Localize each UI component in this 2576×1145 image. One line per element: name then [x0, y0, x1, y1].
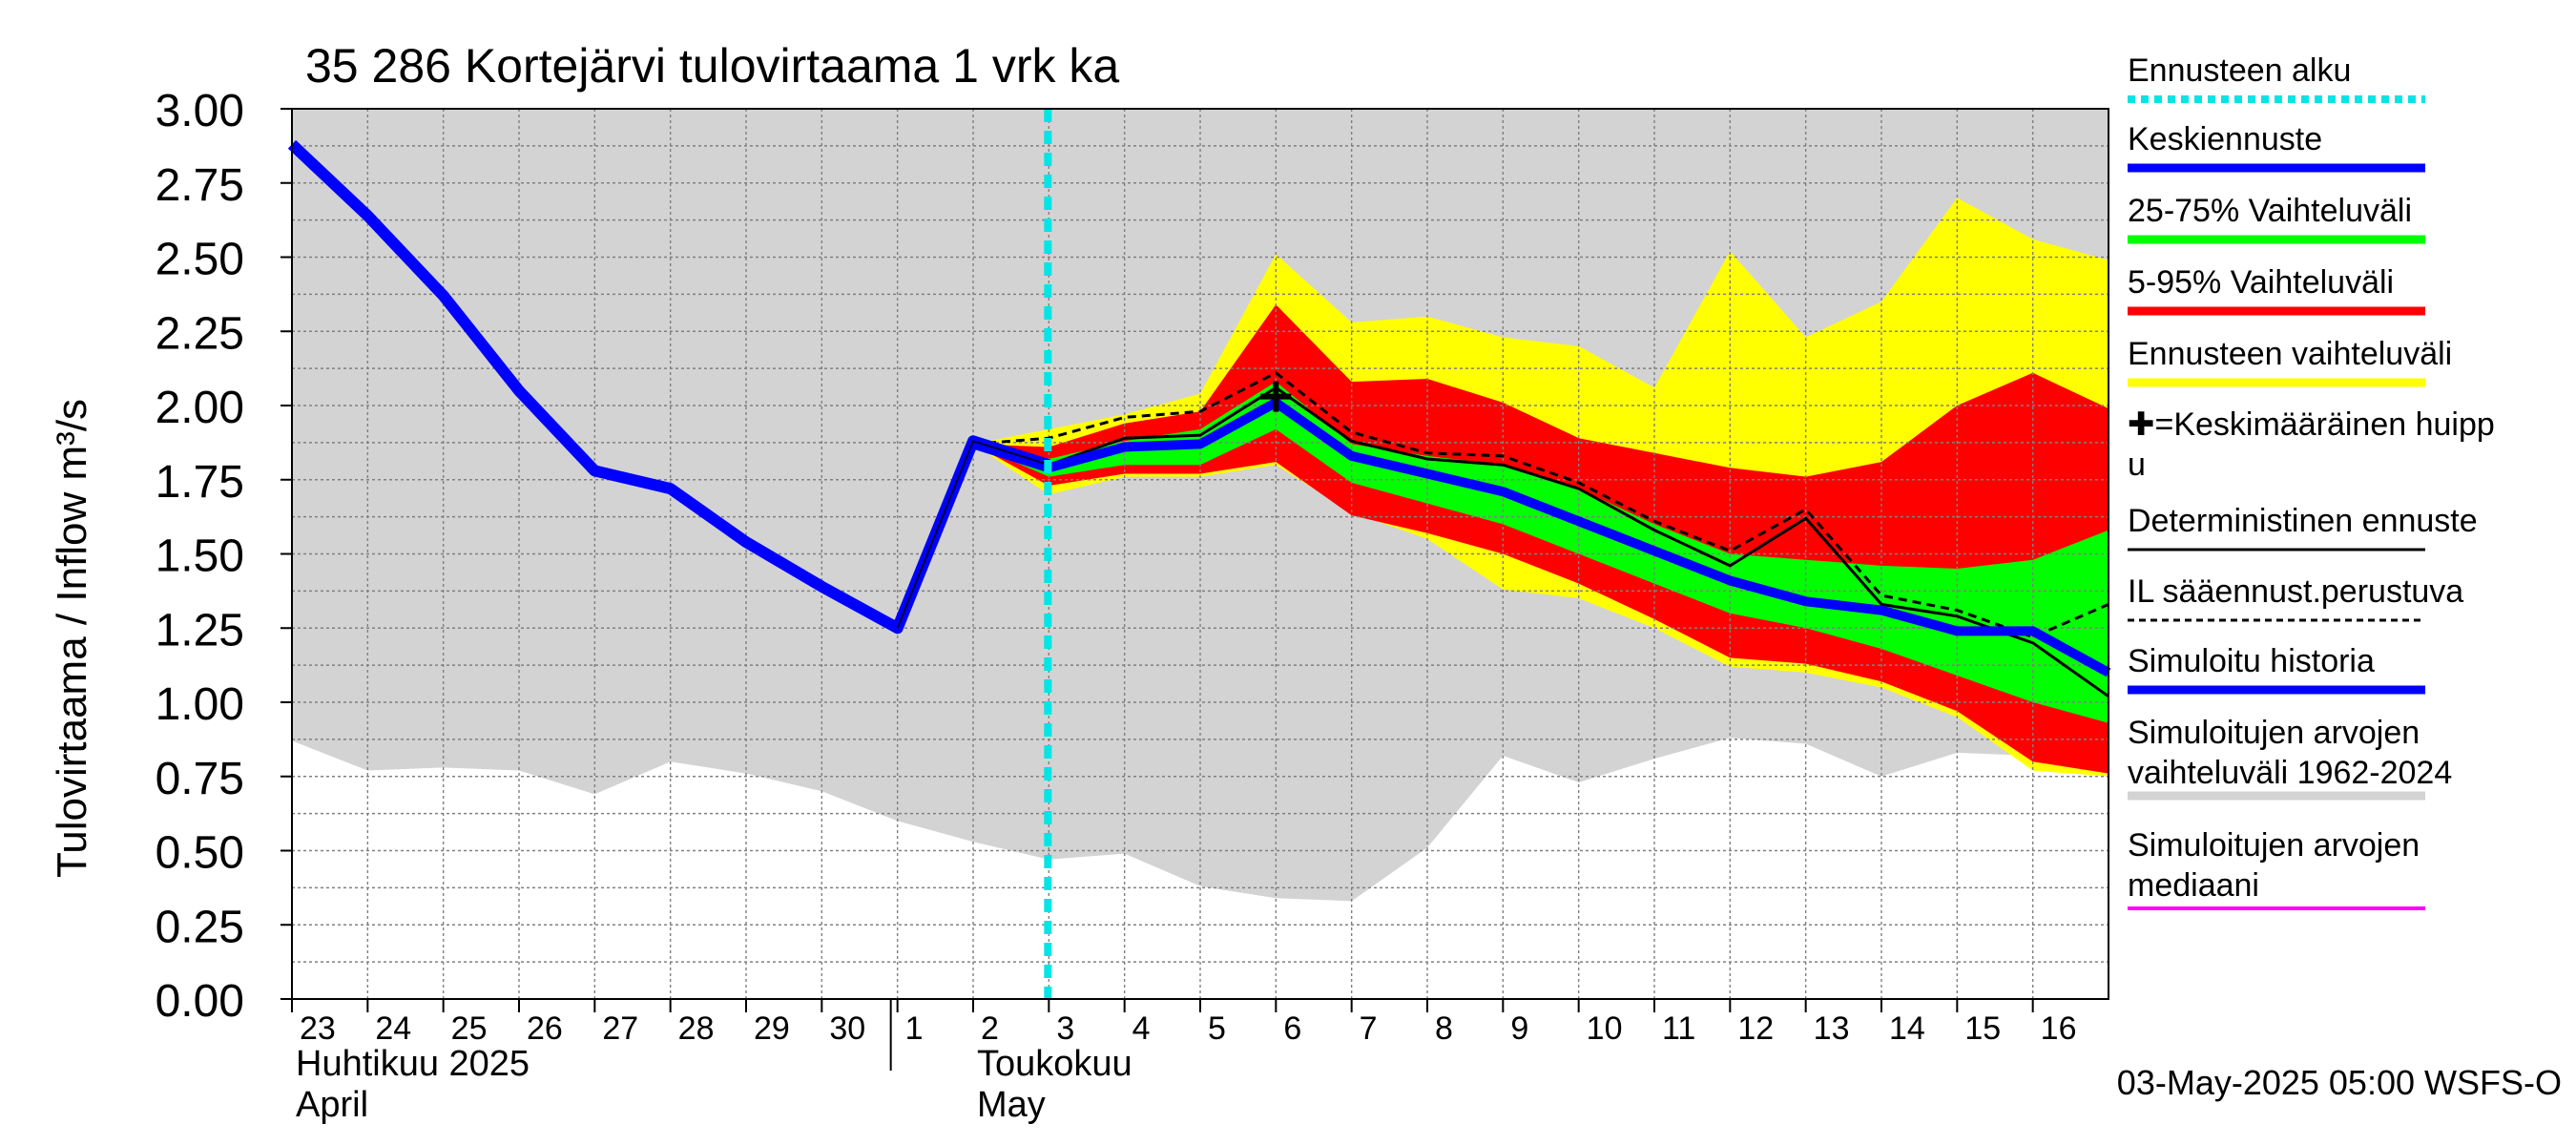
- x-tick-label: 3: [1056, 1010, 1074, 1047]
- legend-label: Simuloitujen arvojen: [2128, 715, 2420, 751]
- deterministic-forecast-line: [972, 385, 2109, 698]
- legend-label-line2: vaihteluväli 1962-2024: [2128, 755, 2452, 791]
- legend-label-line2: mediaani: [2128, 867, 2259, 904]
- x-tick-label: 27: [602, 1010, 638, 1047]
- x-tick-label: 7: [1360, 1010, 1378, 1047]
- x-tick-label: 26: [527, 1010, 563, 1047]
- legend-label-line2: u: [2128, 447, 2146, 483]
- y-tick-label: 2.25: [156, 308, 244, 359]
- legend-label: Keskiennuste: [2128, 121, 2322, 157]
- x-tick-label: 1: [905, 1010, 924, 1047]
- month-label-fi: Toukokuu: [977, 1044, 1132, 1084]
- month-label-en: May: [977, 1085, 1046, 1125]
- legend-label: Simuloitujen arvojen: [2128, 827, 2420, 864]
- x-tick-label: 10: [1587, 1010, 1623, 1047]
- y-tick-label: 1.50: [156, 531, 244, 582]
- y-axis-label: Tulovirtaama / Inflow m³/s: [49, 399, 95, 878]
- x-tick-label: 6: [1283, 1010, 1301, 1047]
- footer-timestamp: 03-May-2025 05:00 WSFS-O: [2117, 1063, 2562, 1102]
- x-tick-label: 12: [1737, 1010, 1774, 1047]
- y-tick-label: 2.75: [156, 160, 244, 211]
- x-tick-label: 13: [1814, 1010, 1850, 1047]
- chart-title: 35 286 Kortejärvi tulovirtaama 1 vrk ka: [305, 39, 1119, 93]
- x-tick-label: 11: [1662, 1010, 1695, 1047]
- legend-label: Simuloitu historia: [2128, 643, 2375, 679]
- plot-area: 0.00 0.25 0.50 0.75 1.00 1.25 1.50 1.75 2.00 2.25…: [156, 86, 2111, 1125]
- legend-label: IL sääennust.perustuva: [2128, 573, 2463, 610]
- x-tick-label: 15: [1964, 1010, 2001, 1047]
- x-tick-label: 4: [1132, 1010, 1151, 1047]
- history-overlay-line: [896, 440, 1049, 629]
- x-tick-label: 8: [1435, 1010, 1453, 1047]
- x-tick-label: 5: [1208, 1010, 1226, 1047]
- y-tick-label: 2.50: [156, 235, 244, 285]
- x-tick-label: 30: [829, 1010, 865, 1047]
- y-tick-label: 0.25: [156, 902, 244, 952]
- peak-marker: [1260, 381, 1292, 412]
- y-tick-label: 1.00: [156, 679, 244, 730]
- il-forecast-line: [972, 371, 2109, 639]
- y-tick-label: 1.75: [156, 457, 244, 508]
- y-tick-label: 0.50: [156, 828, 244, 879]
- x-tick-label: 14: [1889, 1010, 1925, 1047]
- y-tick-label: 0.00: [156, 976, 244, 1027]
- x-tick-label: 28: [678, 1010, 715, 1047]
- legend: Ennusteen alku Keskiennuste 25-75% Vaihtel…: [2128, 52, 2495, 910]
- legend-label: Ennusteen vaihteluväli: [2128, 336, 2452, 372]
- x-tick-label: 23: [300, 1010, 336, 1047]
- x-tick-label: 2: [981, 1010, 999, 1047]
- x-tick-label: 25: [451, 1010, 488, 1047]
- x-tick-label: 24: [375, 1010, 411, 1047]
- y-tick-label: 0.75: [156, 754, 244, 804]
- month-label-fi: Huhtikuu 2025: [296, 1044, 530, 1084]
- x-tick-label: 9: [1510, 1010, 1528, 1047]
- x-tick-label: 16: [2041, 1010, 2077, 1047]
- legend-label: 25-75% Vaihteluväli: [2128, 193, 2412, 229]
- month-label-en: April: [296, 1085, 368, 1125]
- y-tick-label: 3.00: [156, 86, 244, 136]
- x-tick-label: 29: [754, 1010, 790, 1047]
- mean-forecast-line: [971, 397, 2111, 677]
- legend-label: Ennusteen alku: [2128, 52, 2351, 89]
- legend-label: ✚=Keskimääräinen huipp: [2128, 406, 2495, 443]
- legend-label: 5-95% Vaihteluväli: [2128, 264, 2394, 301]
- y-tick-label: 2.00: [156, 383, 244, 433]
- legend-label: Deterministinen ennuste: [2128, 503, 2478, 539]
- y-tick-label: 1.25: [156, 605, 244, 656]
